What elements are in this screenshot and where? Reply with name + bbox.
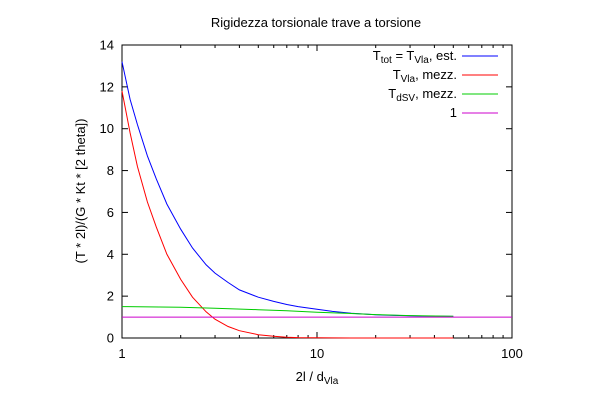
legend-part-c: , est.: [429, 48, 457, 63]
legend-part-a-sub: dSV: [396, 93, 415, 104]
legend-part-b-sub: Vla: [414, 55, 429, 66]
legend-part-b: = T: [392, 48, 415, 63]
chart-title: Rigidezza torsionale trave a torsione: [211, 15, 421, 30]
legend-part-c: , mezz.: [415, 67, 457, 82]
legend-part-a-sub: tot: [381, 55, 392, 66]
x-axis-label-sub: Vla: [324, 376, 339, 387]
y-tick-label: 2: [107, 289, 114, 304]
axis-ticks: 0 2 4 6 8 10 12 14 1 10 100: [100, 38, 523, 362]
legend-entry-3: 1: [450, 105, 457, 120]
x-tick-label: 10: [310, 346, 324, 361]
legend-entry-2: TdSV, mezz.: [388, 86, 457, 104]
series-line-1: [121, 90, 454, 339]
y-tick-label: 4: [107, 247, 114, 262]
legend-part-a: T: [393, 67, 401, 82]
y-tick-label: 10: [100, 121, 114, 136]
legend-part-a: 1: [450, 105, 457, 120]
y-axis-label: (T * 2l)/(G * Kt * [2 theta]): [73, 119, 88, 264]
x-tick-label: 1: [118, 346, 125, 361]
series-line-2: [121, 306, 454, 317]
x-axis-label: 2l / dVla: [296, 369, 339, 387]
legend-part-a: T: [373, 48, 381, 63]
y-tick-label: 8: [107, 163, 114, 178]
x-axis-label-main: 2l / d: [296, 369, 324, 384]
legend-entry-0: Ttot = TVla, est.: [373, 48, 457, 66]
y-tick-label: 14: [100, 38, 114, 53]
y-tick-label: 6: [107, 205, 114, 220]
legend-entry-1: TVla, mezz.: [393, 67, 457, 85]
legend-part-c: , mezz.: [415, 86, 457, 101]
legend-part-a-sub: Vla: [401, 74, 416, 85]
legend-part-a: T: [388, 86, 396, 101]
series-group: [121, 61, 512, 339]
x-tick-label: 100: [501, 346, 523, 361]
legend: Ttot = TVla, est.TVla, mezz.TdSV, mezz.1: [373, 48, 498, 120]
y-tick-label: 0: [107, 331, 114, 346]
y-tick-label: 12: [100, 79, 114, 94]
